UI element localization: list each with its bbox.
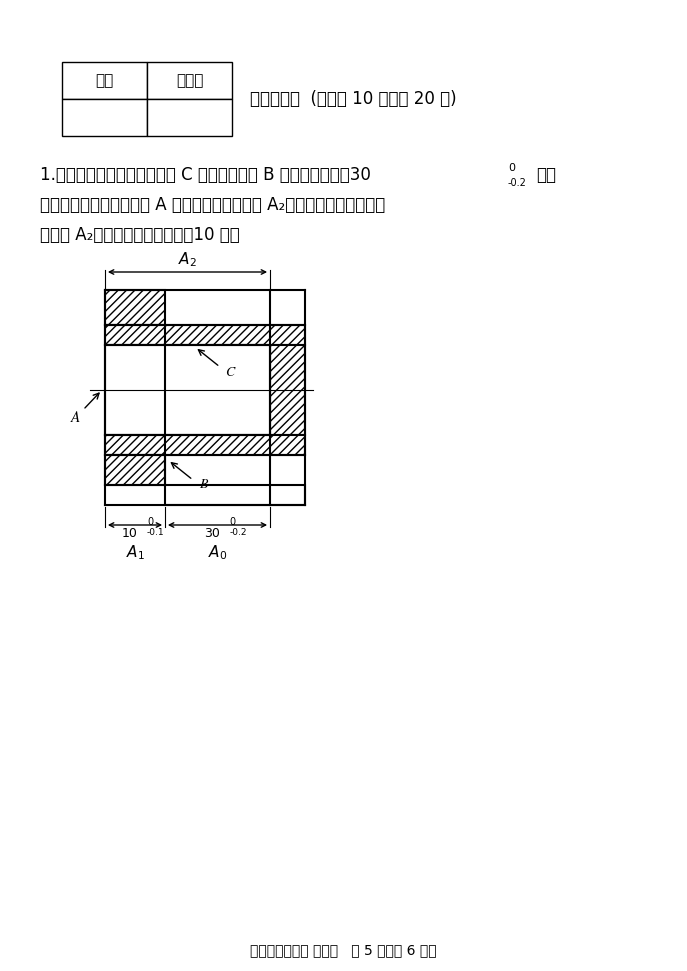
Text: 0: 0	[508, 163, 515, 173]
Text: A: A	[70, 411, 80, 425]
Text: $A_1$: $A_1$	[126, 544, 144, 562]
Bar	[62, 99, 147, 136]
Text: 得分: 得分	[95, 73, 113, 88]
Text: -0.1: -0.1	[147, 527, 165, 537]
Text: 30: 30	[205, 527, 221, 540]
Bar	[105, 290, 165, 325]
Text: -0.2: -0.2	[229, 527, 247, 537]
Text: 《机械制造技术 》试卷   第 5 页（共 6 页）: 《机械制造技术 》试卷 第 5 页（共 6 页）	[249, 943, 436, 957]
Text: $A_2$: $A_2$	[178, 251, 197, 269]
Bar	[105, 325, 305, 345]
Text: 0: 0	[147, 517, 153, 527]
Bar	[147, 62, 232, 99]
Bar	[105, 435, 305, 455]
Text: 七、计算题  (每小题 10 分，共 20 分): 七、计算题 (每小题 10 分，共 20 分)	[250, 90, 457, 108]
Text: 1.如下图所示零件，内孔端面 C 的设计基准是 B 面，设计尺寸为30: 1.如下图所示零件，内孔端面 C 的设计基准是 B 面，设计尺寸为30	[40, 166, 371, 184]
Text: 10: 10	[122, 527, 138, 540]
Text: 0: 0	[229, 517, 236, 527]
Text: -0.2: -0.2	[508, 178, 527, 188]
Bar	[147, 99, 232, 136]
Bar	[165, 485, 305, 505]
Text: $A_0$: $A_0$	[207, 544, 227, 562]
Text: ．为: ．为	[536, 166, 556, 184]
Bar	[105, 345, 270, 435]
Text: C: C	[225, 367, 235, 380]
Text: 评卷人: 评卷人	[176, 73, 203, 88]
Text: 便于加工时测量，采用以 A 面为基准，测量尺寸 A₂来间接保证设计尺寸．: 便于加工时测量，采用以 A 面为基准，测量尺寸 A₂来间接保证设计尺寸．	[40, 196, 385, 214]
Bar	[270, 345, 305, 435]
Bar	[105, 455, 165, 485]
Bar	[62, 62, 147, 99]
Text: 试计算 A₂尺寸及其上下偏差．（10 分）: 试计算 A₂尺寸及其上下偏差．（10 分）	[40, 226, 240, 244]
Text: B: B	[199, 479, 207, 491]
